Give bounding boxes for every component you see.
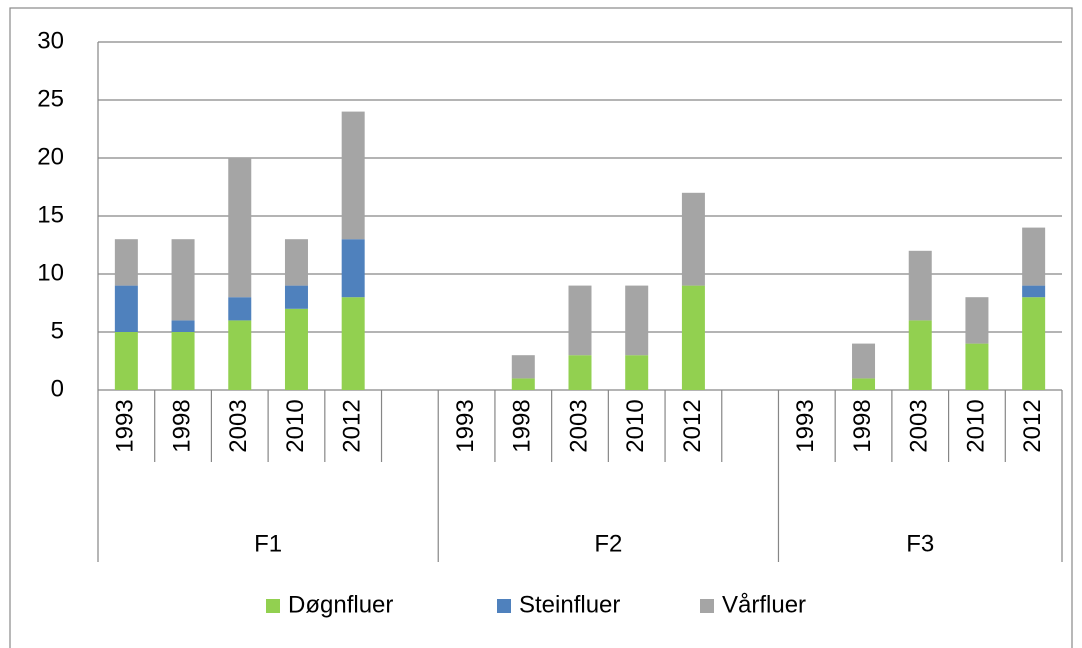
y-tick-label: 20 [37,143,64,170]
x-tick-label: 2012 [1019,399,1046,452]
bar-segment [341,297,365,390]
bar-segment [681,192,705,286]
bar-segment [908,250,932,321]
group-label: F1 [254,530,282,557]
bar-segment [114,332,138,390]
x-tick-label: 1998 [168,399,195,452]
bar-segment [228,320,252,390]
bar-segment [1022,285,1046,298]
bar-segment [114,285,138,332]
x-tick-label: 2010 [962,399,989,452]
bar-segment [171,239,195,321]
bar-segment [341,239,365,298]
x-tick-label: 1993 [452,399,479,452]
bar-segment [965,343,989,390]
bar-segment [511,378,535,390]
x-tick-label: 2010 [282,399,309,452]
bar-segment [625,285,649,356]
y-tick-label: 5 [51,317,64,344]
x-tick-label: 2003 [906,399,933,452]
bar-segment [568,355,592,390]
y-tick-label: 30 [37,27,64,54]
bar-segment [284,308,308,390]
x-tick-label: 1993 [792,399,819,452]
legend-label: Vårfluer [722,591,806,618]
bar-segment [171,320,195,332]
bar-segment [908,320,932,390]
bar-segment [852,343,876,379]
legend-swatch [700,599,714,613]
bar-segment [228,158,252,298]
bar-segment [568,285,592,356]
legend-label: Steinfluer [519,591,620,618]
group-label: F2 [594,530,622,557]
bar-segment [511,355,535,379]
chart-frame [9,7,1073,648]
bar-segment [284,285,308,309]
group-label: F3 [906,530,934,557]
bar-segment [171,332,195,390]
legend-label: Døgnfluer [288,591,393,618]
y-tick-label: 0 [51,375,64,402]
y-tick-label: 15 [37,201,64,228]
bar-segment [625,355,649,390]
x-tick-label: 2003 [565,399,592,452]
x-tick-label: 1998 [509,399,536,452]
bar-segment [284,239,308,286]
x-tick-label: 2012 [339,399,366,452]
bar-segment [852,378,876,390]
y-tick-label: 25 [37,85,64,112]
bar-segment [1022,297,1046,390]
bar-segment [965,297,989,344]
bar-segment [114,239,138,286]
bar-segment [228,297,252,321]
y-tick-label: 10 [37,259,64,286]
x-tick-label: 1993 [112,399,139,452]
x-tick-label: 2010 [622,399,649,452]
x-tick-label: 1998 [849,399,876,452]
bar-segment [341,111,365,240]
bar-segment [1022,227,1046,286]
bar-segment [681,285,705,390]
legend-swatch [266,599,280,613]
x-tick-label: 2012 [679,399,706,452]
legend-swatch [497,599,511,613]
x-tick-label: 2003 [225,399,252,452]
